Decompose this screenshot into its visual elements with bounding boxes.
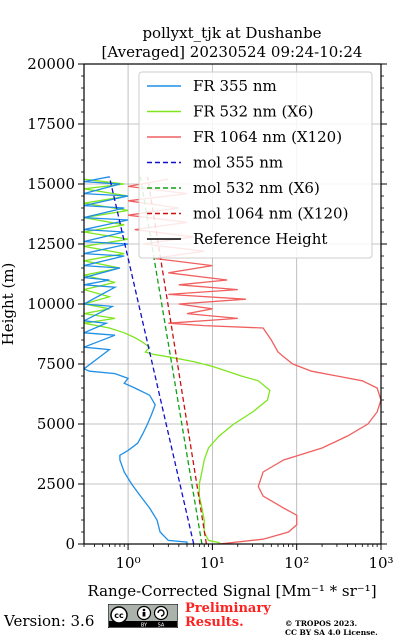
legend-label: FR 1064 nm (X120) [193, 128, 342, 146]
y-tick-label: 5000 [37, 415, 75, 433]
y-tick-label: 7500 [37, 355, 75, 373]
copyright-line2: CC BY SA 4.0 License. [285, 628, 378, 637]
legend-label: mol 355 nm [193, 154, 283, 172]
legend-label: mol 532 nm (X6) [193, 179, 320, 197]
chart: pollyxt_tjk at Dushanbe [Averaged] 20230… [0, 24, 394, 600]
svg-text:cc: cc [114, 611, 124, 620]
sa-icon [153, 605, 169, 621]
legend: FR 355 nm FR 532 nm (X6) FR 1064 nm (X120)… [138, 71, 373, 259]
preliminary-line2: Results. [185, 615, 244, 630]
preliminary-line1: Preliminary [185, 601, 271, 616]
preliminary-notice: Preliminary Results. [185, 602, 271, 630]
svg-text:BY: BY [141, 623, 148, 629]
legend-label: FR 355 nm [193, 77, 277, 95]
y-tick-label: 10000 [27, 295, 75, 313]
y-tick-label: 15000 [27, 175, 75, 193]
svg-text:SA: SA [158, 623, 165, 629]
series-line [108, 176, 195, 544]
chart-title-line1: pollyxt_tjk at Dushanbe [142, 24, 321, 42]
copyright-line1: © TROPOS 2023. [285, 619, 358, 628]
copyright-notice: © TROPOS 2023. CC BY SA 4.0 License. [285, 619, 378, 637]
x-tick-label: 10³ [368, 554, 393, 572]
x-axis-label: Range-Corrected Signal [Mm⁻¹ * sr⁻¹] [87, 582, 376, 600]
y-tick-label: 0 [65, 535, 75, 553]
y-axis-label: Height (m) [0, 263, 17, 346]
x-tick-label: 10¹ [200, 554, 225, 572]
legend-label: FR 532 nm (X6) [193, 103, 313, 121]
version-text: Version: 3.6 [4, 612, 95, 630]
axis-ticks: 0 2500 5000 7500 10000 12500 15000 17500 20000 10… [27, 55, 393, 572]
series-line [146, 176, 208, 544]
y-tick-label: 2500 [37, 475, 75, 493]
y-tick-label: 17500 [27, 115, 75, 133]
y-tick-label: 20000 [27, 55, 75, 73]
series-line [84, 176, 188, 544]
chart-title-line2: [Averaged] 20230524 09:24-10:24 [102, 43, 363, 61]
legend-box [138, 71, 373, 259]
series-line [139, 176, 203, 544]
license-badge: cc BY SA [107, 603, 179, 629]
x-tick-label: 10² [284, 554, 309, 572]
legend-label: mol 1064 nm (X120) [193, 205, 348, 223]
legend-label: Reference Height [193, 230, 327, 248]
cc-icon [110, 606, 128, 624]
series-line [84, 178, 271, 544]
x-tick-label: 10⁰ [116, 554, 141, 572]
y-tick-label: 12500 [27, 235, 75, 253]
